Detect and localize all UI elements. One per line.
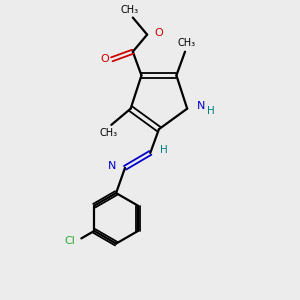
Text: N: N (108, 161, 117, 171)
Text: H: H (160, 145, 167, 155)
Text: Cl: Cl (64, 236, 75, 246)
Text: CH₃: CH₃ (178, 38, 196, 48)
Text: N: N (197, 101, 205, 111)
Text: CH₃: CH₃ (121, 5, 139, 15)
Text: O: O (154, 28, 163, 38)
Text: O: O (100, 54, 109, 64)
Text: CH₃: CH₃ (99, 128, 117, 138)
Text: H: H (207, 106, 215, 116)
